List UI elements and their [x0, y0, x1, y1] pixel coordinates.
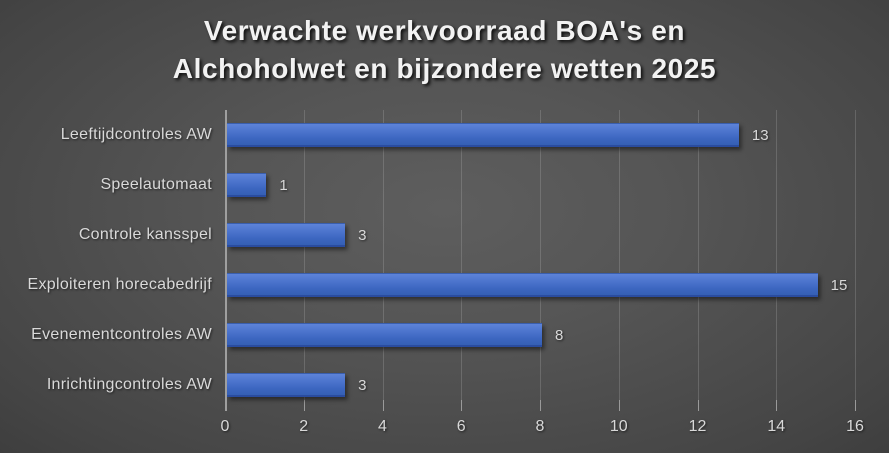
- category-label: Evenementcontroles AW: [31, 326, 212, 343]
- x-axis-tick-label: 4: [378, 418, 387, 435]
- x-axis-tick: [540, 400, 541, 411]
- bar-controle-kansspel: [227, 223, 346, 247]
- bar-value-label: 8: [555, 326, 564, 344]
- x-axis-tick-label: 14: [767, 418, 786, 435]
- bar-value-label: 1: [279, 176, 288, 194]
- bar-row: 13: [227, 123, 857, 147]
- x-axis-tick-label: 16: [846, 418, 864, 435]
- category-label: Speelautomaat: [100, 176, 212, 193]
- gridline: [540, 110, 541, 400]
- chart-title-line-2: Alchoholwet en bijzondere wetten 2025: [172, 53, 717, 84]
- x-axis-tick-label: 2: [299, 418, 309, 435]
- x-axis-tick: [461, 400, 463, 411]
- gridline: [855, 110, 856, 400]
- x-axis-tick: [303, 400, 305, 411]
- bar-inrichtingcontroles-aw: [227, 373, 346, 397]
- x-axis-tick: [855, 400, 856, 411]
- category-label: Exploiteren horecabedrijf: [27, 276, 212, 293]
- bar-value-label: 15: [830, 276, 848, 294]
- chart-title: Verwachte werkvoorraad BOA's en Alchohol…: [0, 12, 889, 88]
- x-axis-tick-label: 10: [609, 418, 628, 435]
- category-label: Controle kansspel: [78, 226, 212, 243]
- bar-value-label: 3: [358, 376, 367, 394]
- y-axis-line: [225, 110, 227, 411]
- x-axis-tick: [382, 400, 384, 411]
- chart-title-line-1: Verwachte werkvoorraad BOA's en: [203, 15, 686, 46]
- x-axis-tick-label: 8: [535, 418, 545, 435]
- bar-row: 15: [227, 273, 857, 297]
- bar-value-label: 13: [751, 126, 769, 144]
- bar-row: 1: [227, 173, 857, 197]
- gridline: [697, 110, 699, 400]
- x-axis-tick-label: 12: [688, 418, 707, 435]
- gridline: [303, 110, 305, 400]
- gridline: [618, 110, 620, 400]
- bar-leeftijdcontroles-aw: [227, 123, 739, 147]
- x-axis-tick-label: 0: [220, 418, 230, 435]
- x-axis-tick-label: 6: [456, 418, 466, 435]
- bar-value-label: 3: [358, 226, 367, 244]
- gridline: [776, 110, 778, 400]
- category-label: Leeftijdcontroles AW: [60, 126, 212, 143]
- category-label: Inrichtingcontroles AW: [46, 376, 212, 393]
- bar-row: 3: [227, 223, 857, 247]
- x-axis-tick: [776, 400, 778, 411]
- gridline: [461, 110, 463, 400]
- bar-row: 8: [227, 323, 857, 347]
- gridline: [382, 110, 384, 400]
- plot-area: 0 2 4 6 8 10 12 14 16 13 1 3 15 8: [221, 110, 864, 435]
- x-axis-tick: [697, 400, 699, 411]
- bar-exploiteren-horecabedrijf: [227, 273, 818, 297]
- bar-evenementcontroles-aw: [227, 323, 542, 347]
- x-axis-tick: [618, 400, 620, 411]
- bar-speelautomaat: [227, 173, 267, 197]
- bar-row: 3: [227, 373, 857, 397]
